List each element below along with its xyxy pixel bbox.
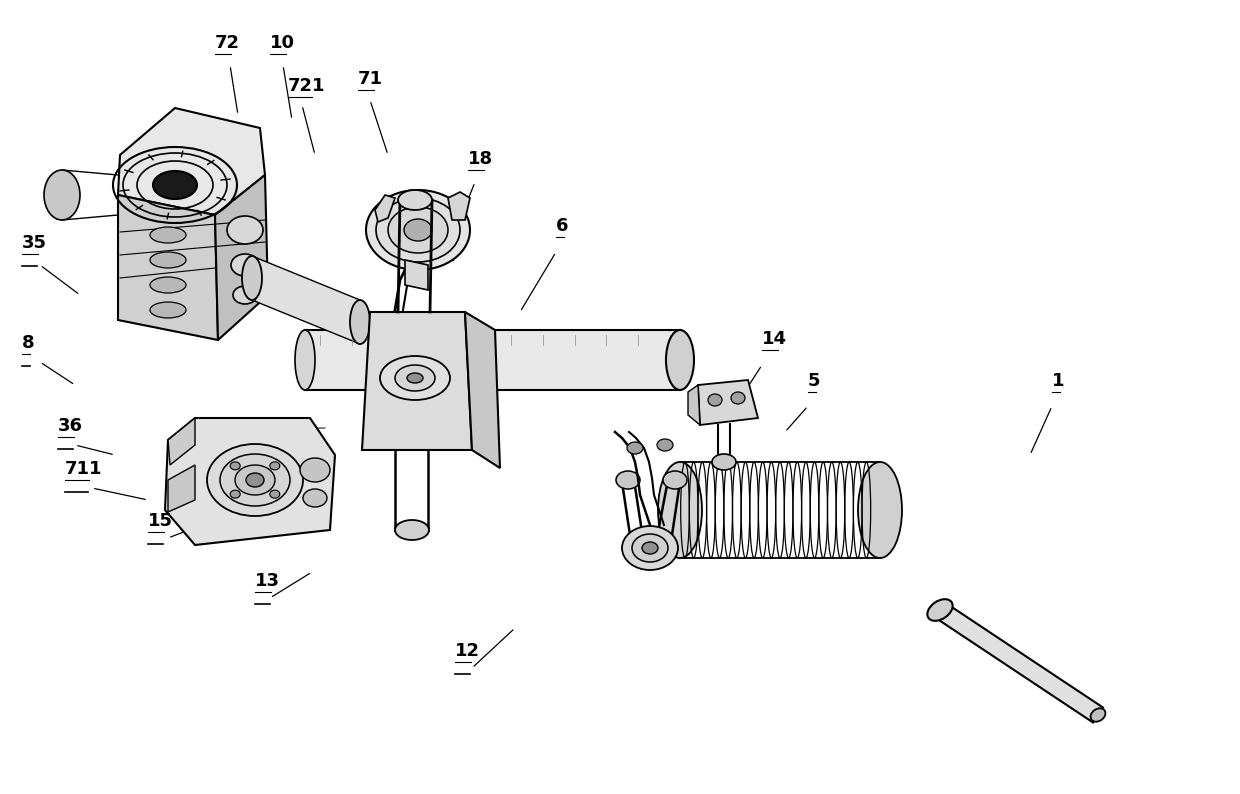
Ellipse shape [231,254,259,276]
Text: 36: 36 [58,417,83,435]
Ellipse shape [666,330,694,390]
Ellipse shape [632,534,668,562]
Polygon shape [405,260,428,290]
Ellipse shape [219,454,290,506]
Text: 71: 71 [358,70,383,88]
Ellipse shape [150,227,186,243]
Polygon shape [252,256,360,344]
Ellipse shape [396,520,429,540]
Text: 711: 711 [64,460,103,478]
Ellipse shape [622,526,678,570]
Ellipse shape [350,300,370,344]
Ellipse shape [150,302,186,318]
Ellipse shape [627,442,644,454]
Polygon shape [167,465,195,512]
Ellipse shape [663,471,687,489]
Ellipse shape [300,458,330,482]
Ellipse shape [407,373,423,383]
Ellipse shape [246,473,264,487]
Ellipse shape [712,454,737,470]
Ellipse shape [366,190,470,270]
Text: 13: 13 [255,572,280,590]
Ellipse shape [150,277,186,293]
Ellipse shape [303,489,327,507]
Polygon shape [305,330,680,390]
Ellipse shape [231,490,241,498]
Ellipse shape [1090,708,1105,722]
Polygon shape [688,385,701,425]
Text: 10: 10 [270,34,295,52]
Polygon shape [362,312,472,450]
Polygon shape [167,418,195,465]
Ellipse shape [657,439,673,451]
Ellipse shape [295,330,315,390]
Text: 15: 15 [148,512,174,530]
Text: 721: 721 [288,77,325,95]
Ellipse shape [658,462,702,558]
Ellipse shape [227,216,263,244]
Text: 5: 5 [808,372,821,390]
Ellipse shape [150,252,186,268]
Polygon shape [165,418,335,545]
Ellipse shape [242,256,262,300]
Polygon shape [448,192,470,220]
Text: 35: 35 [22,234,47,252]
Ellipse shape [43,170,81,220]
Ellipse shape [642,542,658,554]
Polygon shape [935,603,1104,723]
Ellipse shape [207,444,303,516]
Ellipse shape [396,365,435,391]
Ellipse shape [270,462,280,470]
Text: 14: 14 [763,330,787,348]
Text: 8: 8 [22,334,35,352]
Ellipse shape [398,190,432,210]
Polygon shape [465,312,500,468]
Ellipse shape [708,394,722,406]
Ellipse shape [379,356,450,400]
Ellipse shape [616,471,640,489]
Text: 6: 6 [556,217,568,235]
Ellipse shape [404,219,432,241]
Ellipse shape [236,465,275,495]
Text: 72: 72 [215,34,241,52]
Polygon shape [215,175,268,340]
Ellipse shape [858,462,901,558]
Text: 1: 1 [1052,372,1064,390]
Polygon shape [374,195,396,222]
Ellipse shape [732,392,745,404]
Text: 18: 18 [467,150,494,168]
Ellipse shape [153,171,197,199]
Polygon shape [118,108,265,215]
Ellipse shape [270,490,280,498]
Polygon shape [698,380,758,425]
Ellipse shape [233,286,257,304]
Text: 12: 12 [455,642,480,660]
Polygon shape [118,195,218,340]
Ellipse shape [928,599,952,621]
Ellipse shape [388,207,448,253]
Ellipse shape [376,198,460,262]
Ellipse shape [231,462,241,470]
